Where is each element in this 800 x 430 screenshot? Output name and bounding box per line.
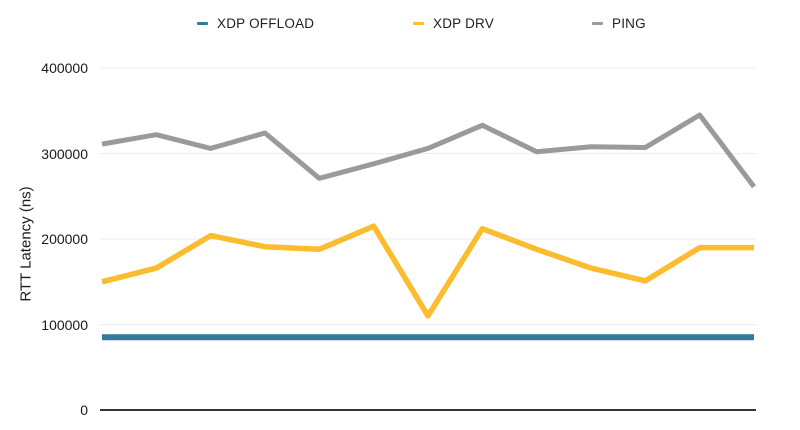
legend-label-xdp-drv: XDP DRV — [433, 15, 494, 31]
legend-label-xdp-offload: XDP OFFLOAD — [217, 15, 315, 31]
ytick-300000: 300000 — [41, 146, 88, 162]
legend-swatch-xdp-drv — [413, 21, 424, 25]
legend-item-xdp-offload: XDP OFFLOAD — [197, 14, 314, 32]
ytick-200000: 200000 — [41, 231, 88, 247]
ytick-100000: 100000 — [41, 317, 88, 333]
legend-swatch-xdp-offload — [197, 21, 208, 25]
series-line-xdp-drv — [101, 223, 754, 319]
legend-label-ping: PING — [612, 15, 646, 31]
legend-item-ping: PING — [592, 14, 646, 32]
legend-item-xdp-drv: XDP DRV — [413, 14, 494, 32]
y-axis-title: RTT Latency (ns) — [17, 186, 35, 302]
series-line-ping — [101, 112, 756, 189]
ytick-400000: 400000 — [41, 60, 88, 76]
legend-swatch-ping — [592, 21, 603, 25]
ytick-0: 0 — [80, 402, 88, 418]
